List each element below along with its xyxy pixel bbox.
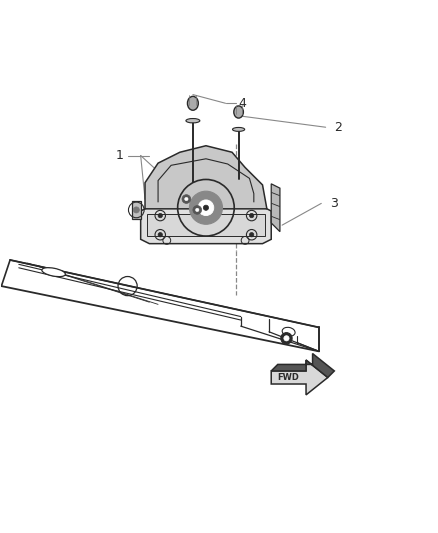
Ellipse shape bbox=[186, 118, 200, 123]
Circle shape bbox=[203, 205, 208, 211]
Circle shape bbox=[195, 208, 199, 212]
Circle shape bbox=[250, 213, 254, 218]
Circle shape bbox=[281, 333, 292, 344]
Ellipse shape bbox=[42, 268, 65, 277]
Text: 4: 4 bbox=[239, 97, 247, 110]
Ellipse shape bbox=[187, 96, 198, 110]
Polygon shape bbox=[271, 360, 328, 395]
Polygon shape bbox=[147, 214, 265, 236]
Polygon shape bbox=[132, 201, 141, 219]
Text: FWD: FWD bbox=[277, 373, 299, 382]
Ellipse shape bbox=[233, 127, 245, 131]
Text: 3: 3 bbox=[330, 197, 338, 210]
Circle shape bbox=[182, 195, 191, 204]
Polygon shape bbox=[271, 353, 334, 377]
Circle shape bbox=[250, 232, 254, 237]
Polygon shape bbox=[141, 207, 271, 244]
Circle shape bbox=[198, 200, 214, 215]
Circle shape bbox=[133, 207, 139, 213]
Circle shape bbox=[158, 213, 162, 218]
Circle shape bbox=[158, 232, 162, 237]
Polygon shape bbox=[271, 184, 280, 232]
Polygon shape bbox=[145, 146, 267, 209]
Ellipse shape bbox=[282, 327, 295, 336]
Text: 1: 1 bbox=[115, 149, 123, 162]
Circle shape bbox=[193, 206, 201, 214]
Text: 2: 2 bbox=[334, 121, 342, 134]
Circle shape bbox=[189, 191, 223, 224]
Circle shape bbox=[185, 197, 188, 201]
Ellipse shape bbox=[234, 106, 244, 118]
Circle shape bbox=[284, 336, 289, 341]
